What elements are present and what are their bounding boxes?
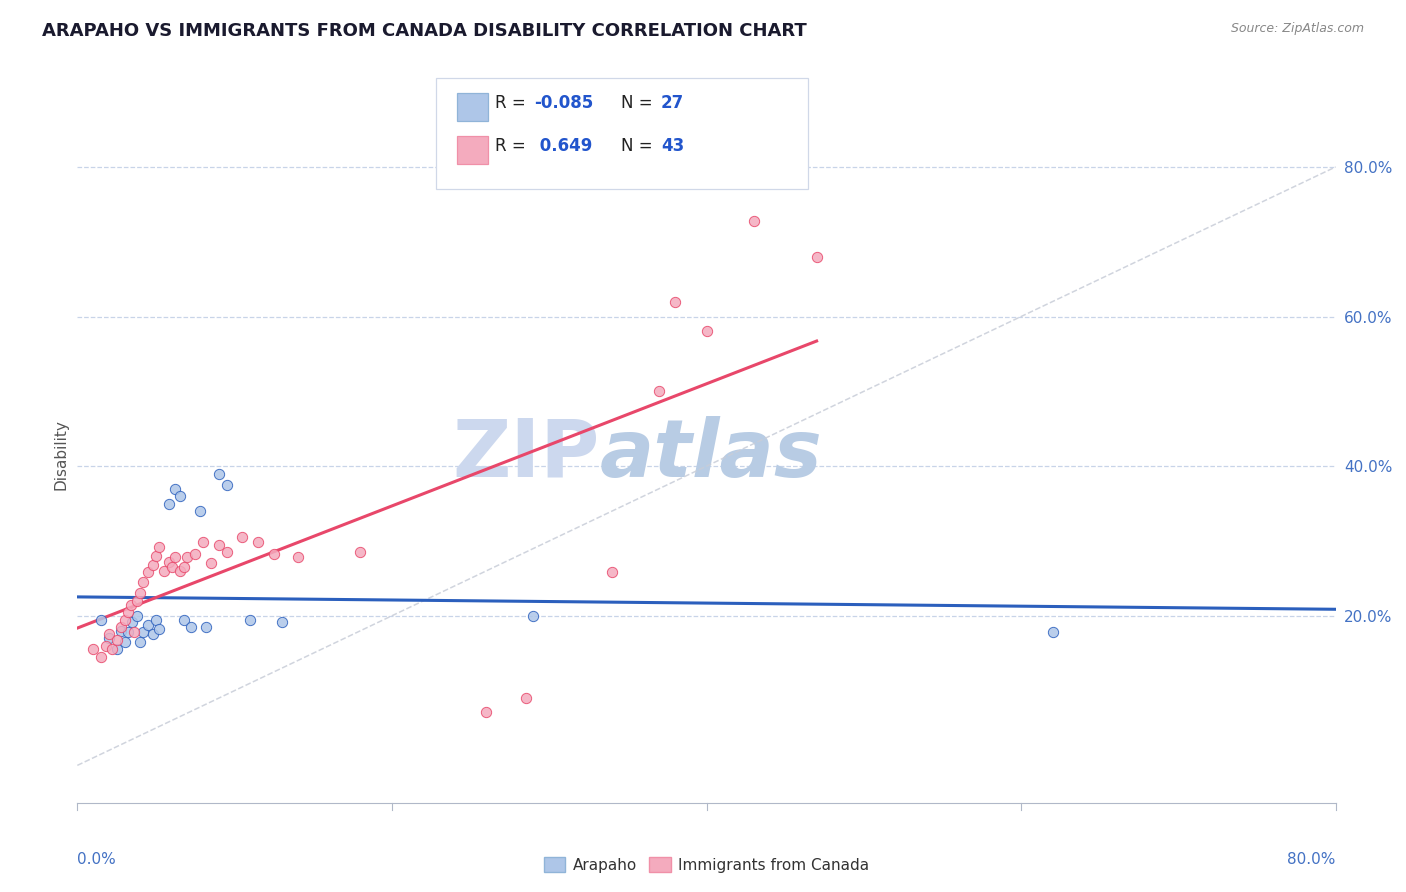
Point <box>142 558 165 572</box>
Text: 0.0%: 0.0% <box>77 852 117 866</box>
Point <box>97 631 120 645</box>
Point <box>270 615 292 629</box>
Point <box>145 613 167 627</box>
Text: R =: R = <box>495 95 531 112</box>
Point <box>129 586 152 600</box>
Point <box>287 550 309 565</box>
Point <box>191 535 215 549</box>
Point <box>160 560 183 574</box>
Point <box>157 497 180 511</box>
Point <box>208 467 231 481</box>
Text: atlas: atlas <box>599 416 823 494</box>
Point <box>145 549 167 563</box>
Point <box>664 294 686 309</box>
Point <box>157 555 180 569</box>
Point <box>349 545 371 559</box>
Point <box>97 627 120 641</box>
Point <box>117 605 139 619</box>
Point <box>522 608 544 623</box>
Text: 43: 43 <box>661 137 685 155</box>
Text: 80.0%: 80.0% <box>1288 852 1336 866</box>
Point <box>122 625 145 640</box>
Point <box>132 575 155 590</box>
Text: 0.649: 0.649 <box>534 137 593 155</box>
Point <box>600 566 623 580</box>
Point <box>169 489 191 503</box>
Point <box>231 530 253 544</box>
Point <box>806 250 828 264</box>
Y-axis label: Disability: Disability <box>53 419 69 491</box>
Point <box>1042 625 1064 640</box>
Point <box>105 632 128 647</box>
Point <box>101 642 124 657</box>
Point <box>188 504 211 518</box>
Point <box>136 566 159 580</box>
Point <box>163 550 186 565</box>
Point <box>127 608 149 623</box>
Point <box>132 625 155 640</box>
Text: ARAPAHO VS IMMIGRANTS FROM CANADA DISABILITY CORRELATION CHART: ARAPAHO VS IMMIGRANTS FROM CANADA DISABI… <box>42 22 807 40</box>
Point <box>127 594 149 608</box>
Point <box>239 613 262 627</box>
Point <box>475 705 498 719</box>
Point <box>90 649 112 664</box>
Point <box>114 613 136 627</box>
Point <box>180 620 202 634</box>
Point <box>195 620 218 634</box>
Point <box>173 560 195 574</box>
Point <box>114 635 136 649</box>
Point <box>142 627 165 641</box>
Point <box>136 617 159 632</box>
Point <box>148 540 170 554</box>
Point <box>153 564 176 578</box>
Point <box>173 613 195 627</box>
Text: 27: 27 <box>661 95 685 112</box>
Point <box>247 535 270 549</box>
Point <box>215 545 238 559</box>
Point <box>90 613 112 627</box>
Point <box>129 635 152 649</box>
Point <box>742 213 765 227</box>
Point <box>176 550 198 565</box>
Point <box>263 548 285 562</box>
Point <box>120 598 142 612</box>
Text: -0.085: -0.085 <box>534 95 593 112</box>
Point <box>148 622 170 636</box>
Point <box>110 620 132 634</box>
Point <box>184 548 207 562</box>
Text: R =: R = <box>495 137 531 155</box>
Text: N =: N = <box>621 137 658 155</box>
Point <box>163 482 186 496</box>
Point <box>515 691 537 706</box>
Point <box>169 564 191 578</box>
Legend: Arapaho, Immigrants from Canada: Arapaho, Immigrants from Canada <box>537 851 876 879</box>
Point <box>215 478 238 492</box>
Text: N =: N = <box>621 95 658 112</box>
Text: ZIP: ZIP <box>453 416 599 494</box>
Point <box>94 639 117 653</box>
Point <box>117 625 139 640</box>
Point <box>105 642 128 657</box>
Point <box>82 642 104 657</box>
Point <box>696 325 718 339</box>
Point <box>648 384 671 399</box>
Point <box>121 615 143 629</box>
Text: Source: ZipAtlas.com: Source: ZipAtlas.com <box>1230 22 1364 36</box>
Point <box>200 557 222 571</box>
Point <box>110 624 132 638</box>
Point <box>208 538 231 552</box>
